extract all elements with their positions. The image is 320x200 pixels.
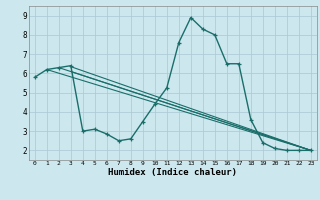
X-axis label: Humidex (Indice chaleur): Humidex (Indice chaleur) (108, 168, 237, 177)
